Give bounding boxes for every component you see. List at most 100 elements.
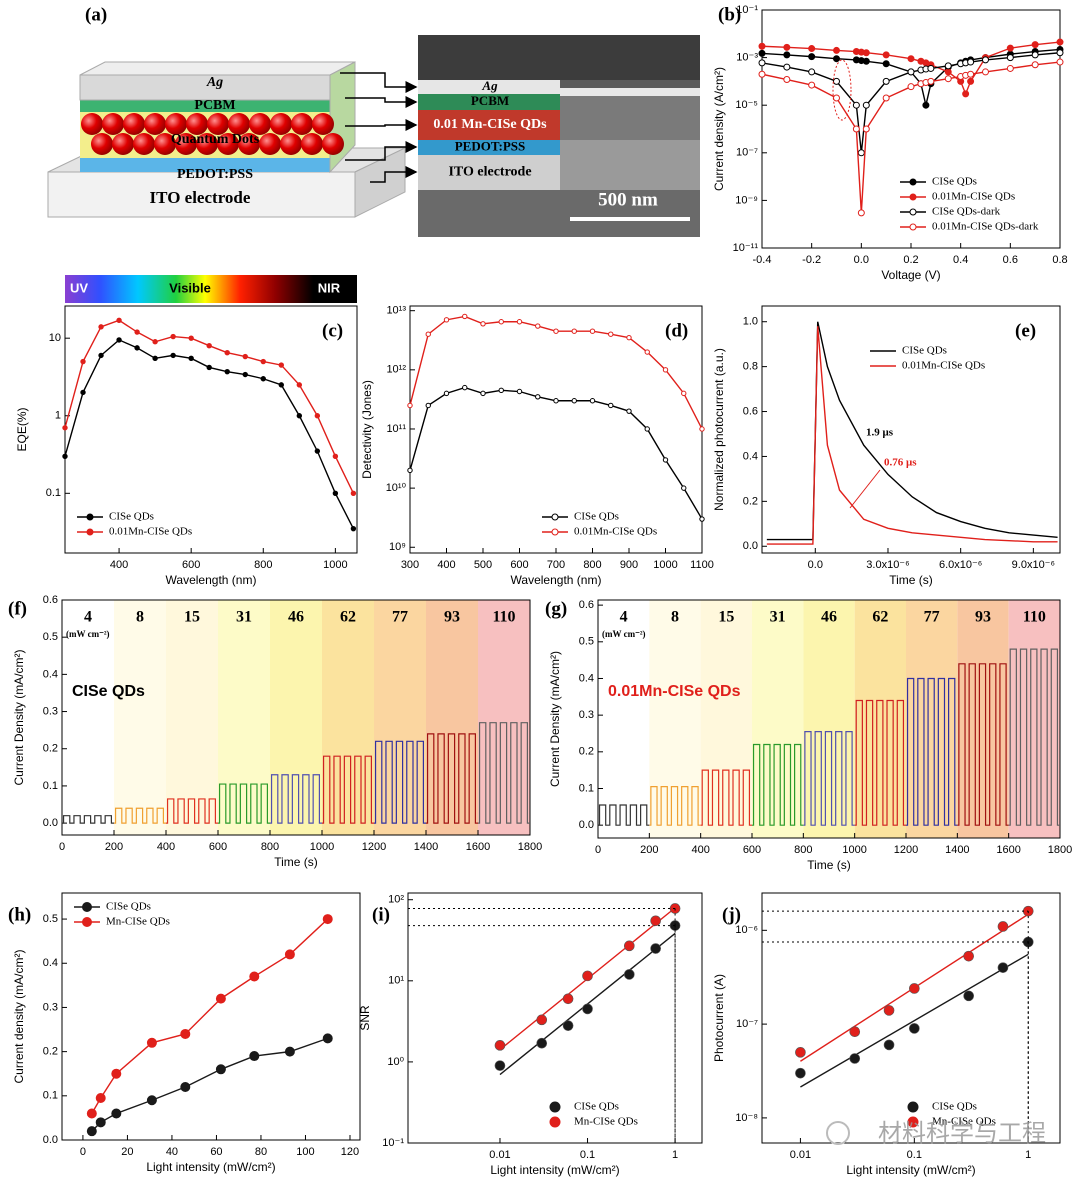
series-label: 0.01Mn-CISe QDs	[608, 683, 741, 700]
x-tick-label: 600	[510, 559, 528, 571]
pulse-trace	[374, 740, 426, 824]
quantum-dot	[196, 133, 218, 155]
data-point	[443, 390, 450, 397]
y-tick-label: 10¹¹	[386, 423, 406, 435]
data-point	[927, 64, 935, 72]
sem-layer-label: PEDOT:PSS	[455, 138, 526, 153]
legend-label: Mn-CISe QDs	[574, 1116, 638, 1128]
data-point	[963, 990, 974, 1002]
ag-layer	[79, 74, 331, 101]
data-point	[833, 94, 840, 102]
x-tick-label: 1000	[323, 559, 347, 571]
x-axis-title: Voltage (V)	[881, 268, 940, 282]
data-point	[407, 402, 413, 409]
data-point	[571, 328, 577, 334]
data-point	[188, 355, 194, 362]
x-tick-label: 800	[261, 841, 279, 853]
quantum-dot	[228, 113, 250, 135]
data-point	[284, 949, 295, 960]
panel-label: (e)	[1015, 320, 1036, 341]
y-tick-label: 0.2	[743, 495, 758, 507]
data-point	[314, 448, 321, 454]
legend-label: CISe QDs-dark	[932, 206, 1001, 218]
quantum-dot	[112, 133, 134, 155]
data-point	[170, 333, 176, 340]
sem-layer-label: Ag	[481, 78, 498, 93]
data-point	[963, 950, 974, 962]
legend-label: CISe QDs	[109, 511, 154, 523]
x-tick-label: 0.1	[907, 1149, 922, 1161]
data-point	[95, 1117, 106, 1128]
data-point	[571, 398, 577, 404]
x-tick-label: 1200	[894, 844, 918, 856]
data-point	[350, 525, 357, 532]
x-axis-title: Light intensity (mW/cm²)	[490, 1163, 619, 1177]
data-point	[224, 349, 230, 356]
data-point	[909, 983, 920, 994]
x-tick-label: 1600	[996, 844, 1020, 856]
data-point	[480, 321, 486, 327]
quantum-dot	[175, 133, 197, 155]
y-axis-title: Current density (A/cm²)	[712, 67, 726, 191]
data-point	[1056, 49, 1064, 57]
x-tick-label: 800	[794, 844, 812, 856]
data-point	[535, 323, 541, 329]
y-tick-label: 10¹³	[386, 305, 406, 317]
data-point	[462, 384, 468, 391]
data-point	[322, 914, 333, 925]
y-axis-title: Normalized photocurrent (a.u.)	[712, 348, 726, 511]
panel: 0 200 400 600 800 1000 1200 1400 1600 1800 0.0 0.1 0…	[8, 594, 542, 869]
annotation: 0.76 μs	[884, 457, 917, 469]
series-label: CISe QDs	[72, 683, 145, 700]
data-point	[1006, 64, 1014, 72]
data-point	[1031, 51, 1039, 59]
pulse-trace	[803, 731, 855, 826]
intensity-band	[598, 600, 650, 838]
x-tick-label: 200	[105, 841, 123, 853]
sem-film	[560, 96, 700, 140]
intensity-label: 46	[288, 609, 304, 626]
data-point	[582, 1003, 593, 1015]
pulse-trace	[218, 783, 270, 824]
pulse-trace	[426, 733, 478, 824]
data-point	[795, 1047, 806, 1058]
panel-label: (i)	[372, 904, 390, 925]
quantum-dot	[123, 113, 145, 135]
pulse-trace	[598, 804, 650, 826]
panel: 0 20 40 60 80 100 120 0.0 0.1 0.2 0.3 0.4 0.5 Light i…	[8, 892, 361, 1174]
panel-label: (a)	[85, 4, 107, 25]
x-tick-label: 400	[157, 841, 175, 853]
sem-layer	[418, 80, 560, 94]
data-point	[997, 921, 1009, 932]
x-tick-label: 400	[437, 559, 455, 571]
intensity-label: 8	[136, 609, 144, 626]
intensity-label: 110	[492, 609, 515, 626]
watermark-icon	[826, 1121, 850, 1145]
intensity-label: 46	[821, 609, 837, 626]
legend-marker	[549, 1101, 561, 1113]
y-tick-label: 0.8	[743, 361, 758, 373]
x-tick-label: 0	[80, 1146, 86, 1158]
legend-marker	[909, 178, 917, 186]
panel: 0 200 400 600 800 1000 1200 1400 1600 1800 0.0 0.1 0…	[545, 598, 1072, 872]
y-axis-title: Current density (mA/cm²)	[12, 949, 26, 1083]
data-point	[86, 1108, 97, 1119]
layer-label: Quantum Dots	[171, 132, 260, 147]
y-tick-label: 0.2	[43, 1046, 58, 1058]
sem-layer-label: ITO electrode	[448, 165, 531, 180]
spectrum-bar	[65, 275, 357, 303]
data-point	[95, 1093, 106, 1104]
plot-frame	[761, 305, 1061, 554]
data-point	[116, 337, 122, 343]
data-point	[909, 1023, 920, 1034]
quantum-dot	[312, 113, 334, 135]
data-point	[882, 94, 890, 102]
unit-label: (mW cm⁻²)	[602, 629, 646, 639]
data-point	[553, 328, 559, 334]
sem-layer	[418, 94, 560, 110]
pedot-layer	[80, 158, 330, 172]
y-tick-label: 0.4	[579, 672, 594, 684]
data-point	[536, 1037, 548, 1049]
pulse-trace	[166, 798, 218, 824]
y-tick-label: 0.2	[43, 743, 58, 755]
